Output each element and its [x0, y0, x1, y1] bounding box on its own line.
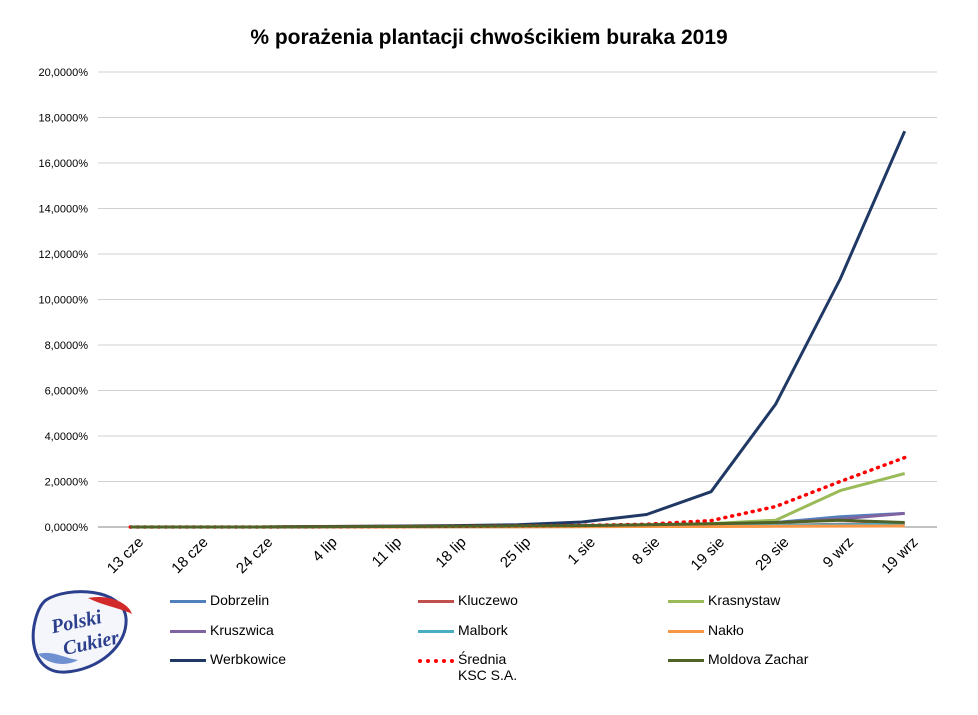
- y-tick-label: 12,0000%: [38, 249, 88, 261]
- y-tick-label: 10,0000%: [38, 295, 88, 307]
- x-tick-label: 9 wrz: [820, 534, 857, 571]
- y-tick-label: 4,0000%: [45, 431, 89, 443]
- x-tick-label: 4 lip: [309, 534, 340, 565]
- y-tick-label: 18,0000%: [38, 113, 88, 125]
- y-axis: 0,0000% 2,0000% 4,0000% 6,0000% 8,0000% 10,00…: [38, 67, 88, 534]
- y-tick-label: 8,0000%: [45, 340, 89, 352]
- x-tick-label: 29 sie: [752, 534, 792, 574]
- x-axis: 13 cze 18 cze 24 cze 4 lip 11 lip 18 lip 25 li…: [104, 534, 922, 577]
- y-tick-label: 20,0000%: [38, 67, 88, 79]
- x-tick-label: 11 lip: [369, 534, 406, 571]
- series-line--rednia: [128, 455, 907, 529]
- series-line-moldova-zachar: [130, 518, 905, 529]
- polski-cukier-logo: Polski Cukier: [28, 588, 138, 683]
- x-tick-label: 25 lip: [497, 534, 534, 571]
- x-tick-label: 24 cze: [233, 534, 276, 577]
- series-lines: [128, 130, 907, 529]
- y-tick-label: 2,0000%: [45, 477, 89, 489]
- y-tick-label: 0,0000%: [45, 522, 89, 534]
- y-tick-label: 6,0000%: [45, 386, 89, 398]
- gridlines: [98, 71, 937, 528]
- x-tick-label: 8 sie: [629, 534, 663, 568]
- x-tick-label: 18 cze: [168, 534, 211, 577]
- x-tick-label: 19 wrz: [878, 534, 921, 577]
- y-tick-label: 14,0000%: [38, 204, 88, 216]
- series-line-werbkowice: [130, 130, 907, 529]
- x-tick-label: 1 sie: [564, 534, 598, 568]
- x-tick-label: 19 sie: [688, 534, 728, 574]
- y-tick-label: 16,0000%: [38, 158, 88, 170]
- x-tick-label: 13 cze: [104, 534, 147, 577]
- x-tick-label: 18 lip: [432, 534, 469, 571]
- chart-title: % porażenia plantacji chwościkiem buraka…: [250, 26, 728, 49]
